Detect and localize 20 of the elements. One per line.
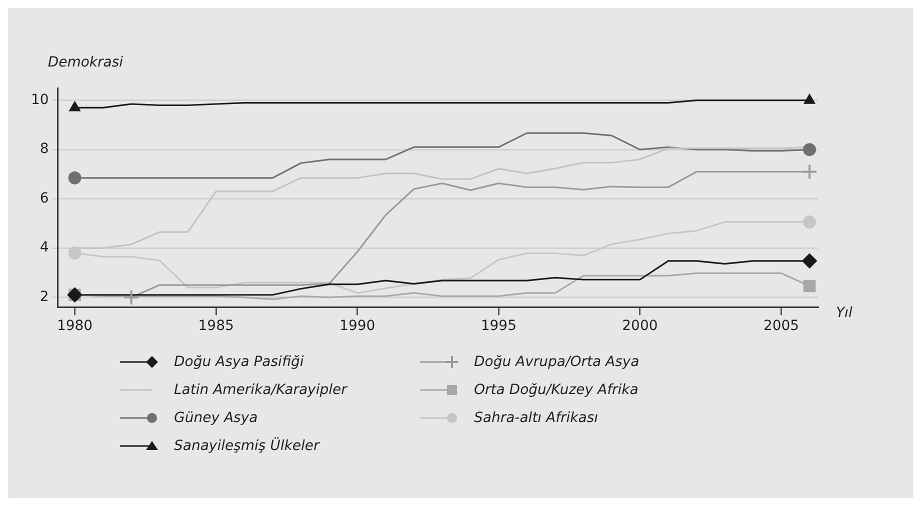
y-axis-title: Demokrasi <box>48 54 124 71</box>
x-tick-label: 1980 <box>56 318 93 334</box>
x-axis-title: Yıl <box>836 304 852 321</box>
y-tick-label: 2 <box>40 288 49 305</box>
y-tick-label: 8 <box>40 141 49 158</box>
legend-label: Doğu Avrupa/Orta Asya <box>474 354 640 370</box>
legend-label: Latin Amerika/Karayipler <box>174 382 347 398</box>
legend-label: Orta Doğu/Kuzey Afrika <box>474 382 638 398</box>
x-tick-label: 1985 <box>198 318 234 334</box>
legend-label: Güney Asya <box>174 410 258 426</box>
x-tick-label: 2005 <box>763 318 800 334</box>
x-tick-label: 1995 <box>480 318 516 334</box>
legend-label: Doğu Asya Pasifiği <box>174 354 304 370</box>
x-tick-label: 1990 <box>340 318 376 334</box>
y-tick-label: 6 <box>40 190 49 206</box>
y-tick-label: 4 <box>40 240 49 256</box>
legend-label: Sanayileşmiş Ülkeler <box>174 438 320 454</box>
x-tick-label: 2000 <box>622 318 658 334</box>
y-tick-label: 10 <box>30 92 49 108</box>
legend-label: Sahra-altı Afrikası <box>474 410 598 426</box>
